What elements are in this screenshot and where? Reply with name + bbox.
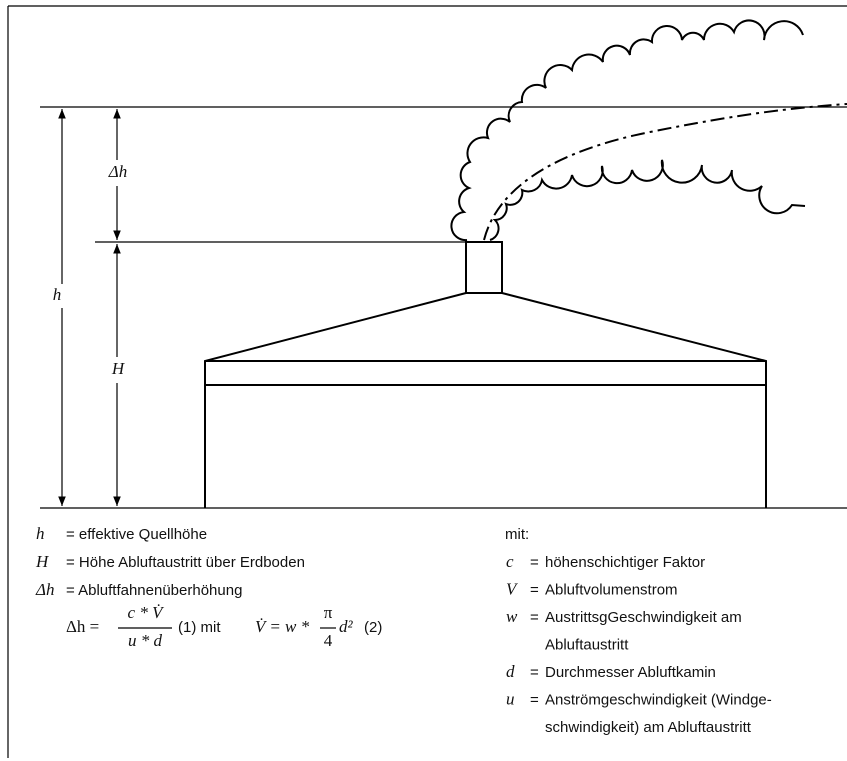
label-delta-h: Δh (108, 162, 127, 181)
legend-symbol: w (506, 607, 518, 626)
formula-pi: π (324, 603, 333, 622)
chimney (465, 241, 503, 294)
formula-eq1: (1) mit (178, 619, 221, 636)
legend-text: höhenschichtiger Faktor (545, 554, 705, 571)
formula-numerator: c * V̇ (128, 603, 166, 622)
legend-text: Abluftaustritt (545, 636, 629, 653)
legend-left: h = effektive Quellhöhe H = Höhe Abluftaust… (35, 524, 305, 599)
formula-d2: d² (339, 617, 354, 636)
plume-axis (483, 103, 847, 241)
legend-text: Anströmgeschwindigkeit (Windge- (545, 691, 772, 708)
legend-text: = Höhe Abluftaustritt über Erdboden (66, 554, 305, 571)
label-bg (50, 284, 72, 308)
label-bg (105, 357, 131, 383)
legend-text: schwindigkeit) am Abluftaustritt (545, 719, 752, 736)
legend-eq: = (530, 609, 539, 626)
legend-text: Durchmesser Abluftkamin (545, 664, 716, 681)
label-H: H (111, 359, 126, 378)
formula-rhs: V̇ = w * (255, 617, 310, 636)
formula-denominator: u * d (128, 631, 163, 650)
legend-symbol: h (36, 524, 45, 543)
legend-eq: = (530, 554, 539, 571)
legend-intro: mit: (505, 526, 529, 543)
legend-symbol: d (506, 662, 515, 681)
legend-symbol: H (35, 552, 50, 571)
formula: Δh = c * V̇ u * d (1) mit V̇ = w * π 4 d… (66, 603, 382, 650)
formula-eq2: (2) (364, 619, 382, 636)
legend-text: = effektive Quellhöhe (66, 526, 207, 543)
legend-symbol: Δh (35, 580, 54, 599)
label-h: h (53, 285, 62, 304)
legend-text: Abluftvolumenstrom (545, 581, 678, 598)
legend-eq: = (530, 581, 539, 598)
legend-symbol: u (506, 689, 515, 708)
legend-symbol: c (506, 552, 514, 571)
legend-eq: = (530, 664, 539, 681)
legend-text: = Abluftfahnenüberhöhung (66, 582, 242, 599)
plume-lower (489, 159, 806, 241)
plume-upper (450, 19, 804, 242)
legend-text: AustrittsgGeschwindigkeit am (545, 609, 742, 626)
legend-symbol: V (506, 579, 519, 598)
formula-lhs: Δh = (66, 617, 99, 636)
legend-eq: = (530, 691, 539, 708)
label-bg (103, 160, 133, 186)
formula-four: 4 (324, 631, 333, 650)
legend-right: c = höhenschichtiger Faktor V = Abluftvolumen… (506, 552, 772, 736)
building (204, 292, 767, 508)
